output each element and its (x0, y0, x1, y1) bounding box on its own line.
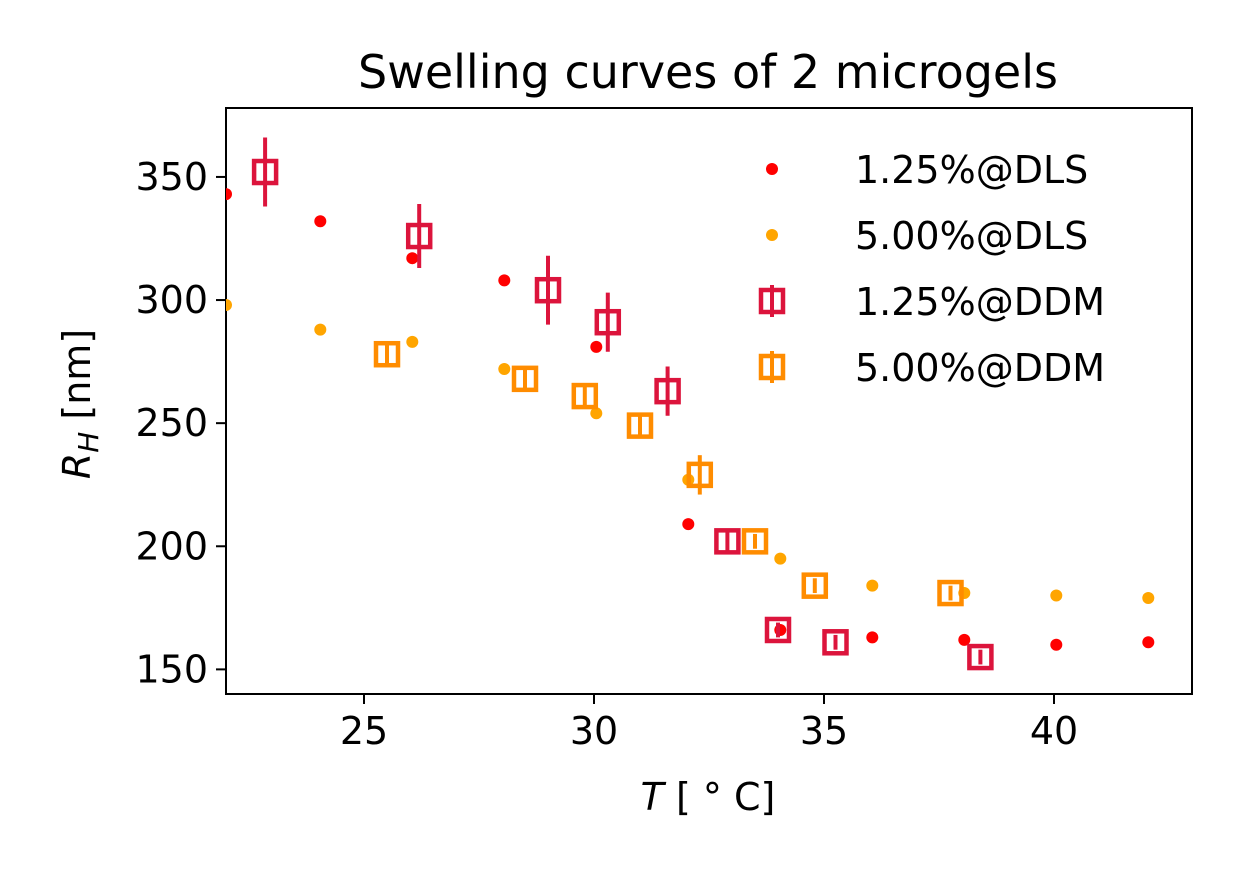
legend-marker (766, 229, 778, 241)
square-marker-outline (571, 382, 599, 410)
series-1.25%@DDM (251, 137, 994, 671)
data-point (866, 579, 879, 592)
data-point (958, 633, 971, 646)
data-point (406, 252, 419, 265)
square-marker-outline (686, 461, 714, 489)
legend-item: 1.25%@DDM (758, 280, 1105, 324)
y-axis-label-unit: [nm] (55, 329, 99, 432)
data-point (1050, 589, 1063, 602)
data-point (226, 188, 232, 201)
legend-label: 5.00%@DLS (855, 214, 1088, 258)
chart-legend: 1.25%@DLS 5.00%@DLS 1.25%@DDM 5.00%@DDM (758, 148, 1105, 390)
square-marker-outline (967, 643, 994, 671)
legend-marker (758, 287, 786, 315)
data-point (741, 528, 769, 555)
data-point (1050, 638, 1063, 651)
square-marker-outline (594, 308, 622, 336)
data-point (654, 377, 681, 405)
data-point (1142, 591, 1155, 604)
legend-marker (758, 353, 786, 381)
y-axis-label-subscript: H (72, 432, 105, 453)
y-tick-label: 350 (135, 155, 208, 199)
x-axis-label-symbol: T (641, 775, 667, 819)
legend-item: 5.00%@DLS (766, 214, 1088, 258)
legend-label: 1.25%@DDM (855, 280, 1105, 324)
square-marker-outline (801, 572, 829, 599)
square-marker-outline (654, 377, 681, 405)
data-point (571, 382, 599, 410)
y-axis-ticks: 150 200 250 300 350 (135, 155, 226, 691)
data-point (251, 158, 279, 186)
y-tick-label: 300 (135, 278, 208, 322)
legend-item: 1.25%@DLS (766, 148, 1088, 192)
y-tick-label: 200 (135, 524, 208, 568)
square-marker-outline (511, 365, 539, 393)
square-marker-outline (822, 629, 849, 656)
x-axis-ticks: 25 30 35 40 (340, 694, 1078, 753)
data-point (373, 340, 401, 368)
chart-title: Swelling curves of 2 microgels (358, 45, 1058, 99)
legend-label: 5.00%@DDM (855, 346, 1105, 390)
data-point (226, 298, 232, 311)
series-5.00%@DLS (226, 298, 1155, 604)
data-point (511, 365, 539, 393)
square-marker-outline (405, 222, 433, 250)
data-point (714, 528, 741, 555)
y-axis-label-symbol: R (55, 453, 99, 479)
data-point (937, 579, 964, 607)
data-point (686, 461, 714, 489)
data-point (314, 215, 327, 228)
data-point (822, 629, 849, 656)
series-5.00%@DDM (373, 340, 964, 607)
square-marker-outline (373, 340, 401, 368)
x-axis-label: T [ ° C] (641, 775, 776, 819)
data-point (498, 362, 511, 375)
data-point (314, 323, 327, 336)
y-tick-label: 250 (135, 401, 208, 445)
x-tick-label: 40 (1030, 709, 1078, 753)
data-point (801, 572, 829, 599)
data-point (682, 518, 695, 531)
x-tick-label: 35 (800, 709, 848, 753)
square-marker-outline (626, 412, 654, 439)
data-point (498, 274, 511, 287)
square-marker-outline (758, 353, 786, 381)
square-marker-outline (251, 158, 279, 186)
data-point (1142, 636, 1155, 649)
y-axis-label: RH [nm] (55, 329, 105, 479)
y-tick-label: 150 (135, 647, 208, 691)
data-point (866, 631, 879, 644)
square-marker-outline (937, 579, 964, 607)
x-tick-label: 25 (340, 709, 388, 753)
data-point (967, 643, 994, 671)
series-1.25%@DLS (226, 188, 1155, 651)
square-marker-outline (758, 287, 786, 315)
x-tick-label: 30 (570, 709, 618, 753)
square-marker-outline (764, 616, 792, 644)
legend-item: 5.00%@DDM (758, 346, 1105, 390)
square-marker-outline (714, 528, 741, 555)
square-marker-outline (741, 528, 769, 555)
data-point (534, 276, 562, 304)
data-point (590, 340, 603, 353)
plot-area-frame (225, 107, 1193, 695)
plot-data-layer (226, 137, 1155, 671)
data-point (764, 616, 792, 644)
data-point (590, 407, 603, 420)
x-axis-label-unit: [ ° C] (664, 775, 775, 819)
legend-marker (766, 163, 778, 175)
legend-label: 1.25%@DLS (855, 148, 1088, 192)
square-marker-outline (534, 276, 562, 304)
data-point (774, 552, 787, 565)
data-point (626, 412, 654, 439)
data-point (405, 222, 433, 250)
data-point (594, 308, 622, 336)
data-point (406, 335, 419, 348)
